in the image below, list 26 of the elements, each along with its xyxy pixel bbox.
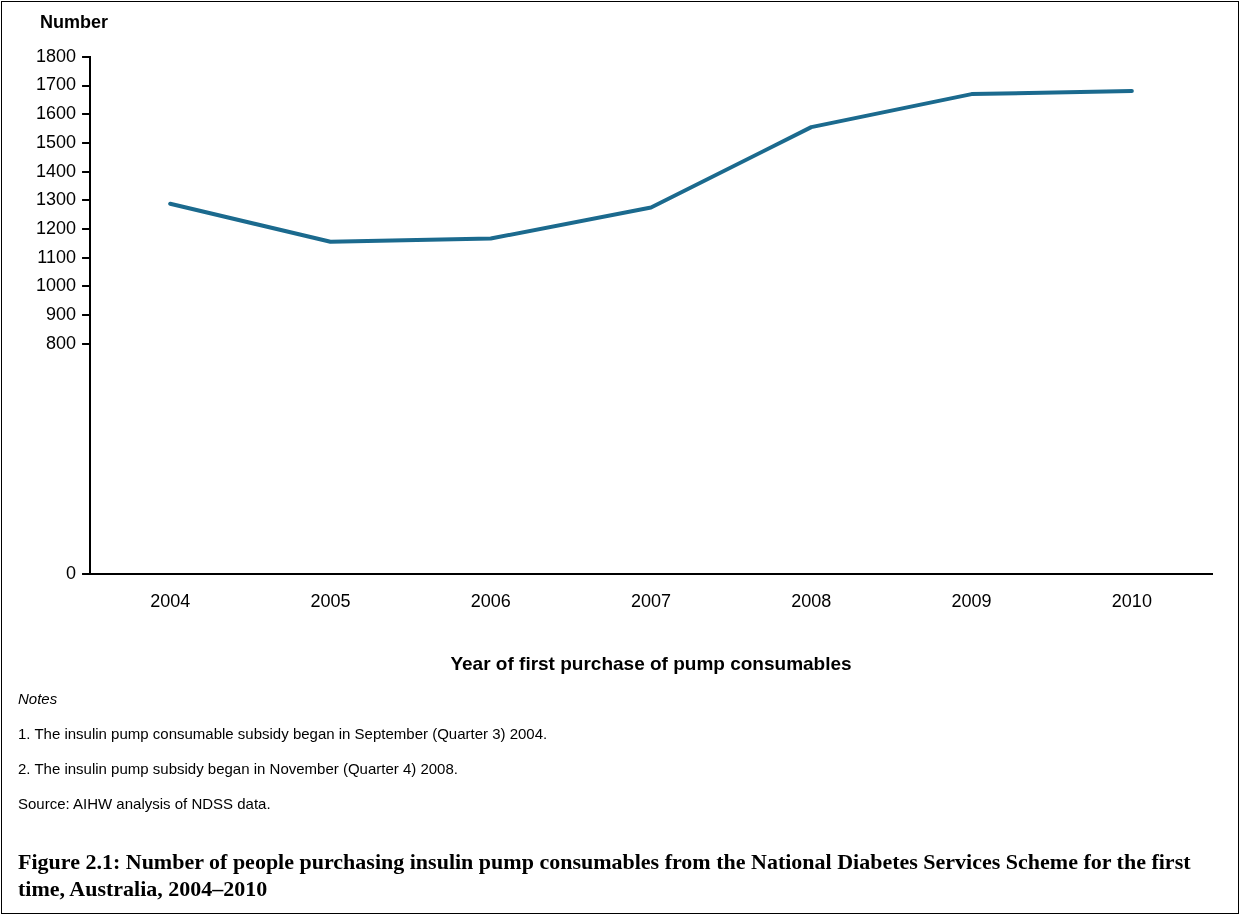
y-tick-label: 0 bbox=[66, 562, 77, 583]
text: Figure 2.1: Number of people purchasing insulin pump consumables from the National Diabetes Services Scheme for the first time, Australia, 2004–2010 bbox=[18, 848, 1192, 902]
y-tick-label: 900 bbox=[46, 304, 77, 325]
x-tick-label: 2007 bbox=[631, 591, 672, 612]
x-axis-title: Year of first purchase of pump consumables bbox=[450, 652, 852, 674]
y-tick-label: 1400 bbox=[36, 160, 77, 181]
y-tick-label: 1200 bbox=[36, 218, 77, 239]
x-tick-label: 2009 bbox=[951, 591, 992, 612]
x-tick-label: 2005 bbox=[310, 591, 351, 612]
x-tick-label: 2004 bbox=[150, 591, 191, 612]
y-tick-label: 1600 bbox=[36, 103, 77, 124]
text: Notes bbox=[18, 690, 59, 707]
y-tick-label: 1000 bbox=[36, 275, 77, 296]
y-tick-label: 1300 bbox=[36, 189, 77, 210]
y-tick-label: 1100 bbox=[37, 246, 77, 267]
y-tick-label: 800 bbox=[46, 332, 77, 353]
x-tick-label: 2008 bbox=[791, 591, 832, 612]
text: 2. The insulin pump subsidy began in November (Quarter 4) 2008. bbox=[18, 760, 459, 777]
y-tick-label: 1700 bbox=[36, 74, 77, 95]
y-tick-label: 1500 bbox=[36, 131, 77, 152]
source-note: Source: AIHW analysis of NDSS data. bbox=[18, 795, 272, 812]
text: 1. The insulin pump consumable subsidy began in September (Quarter 3) 2004. bbox=[18, 725, 548, 742]
y-axis-title: Number bbox=[40, 12, 109, 33]
x-tick-label: 2006 bbox=[470, 591, 511, 612]
x-tick-label: 2010 bbox=[1111, 591, 1152, 612]
y-tick-label: 1800 bbox=[36, 45, 77, 66]
